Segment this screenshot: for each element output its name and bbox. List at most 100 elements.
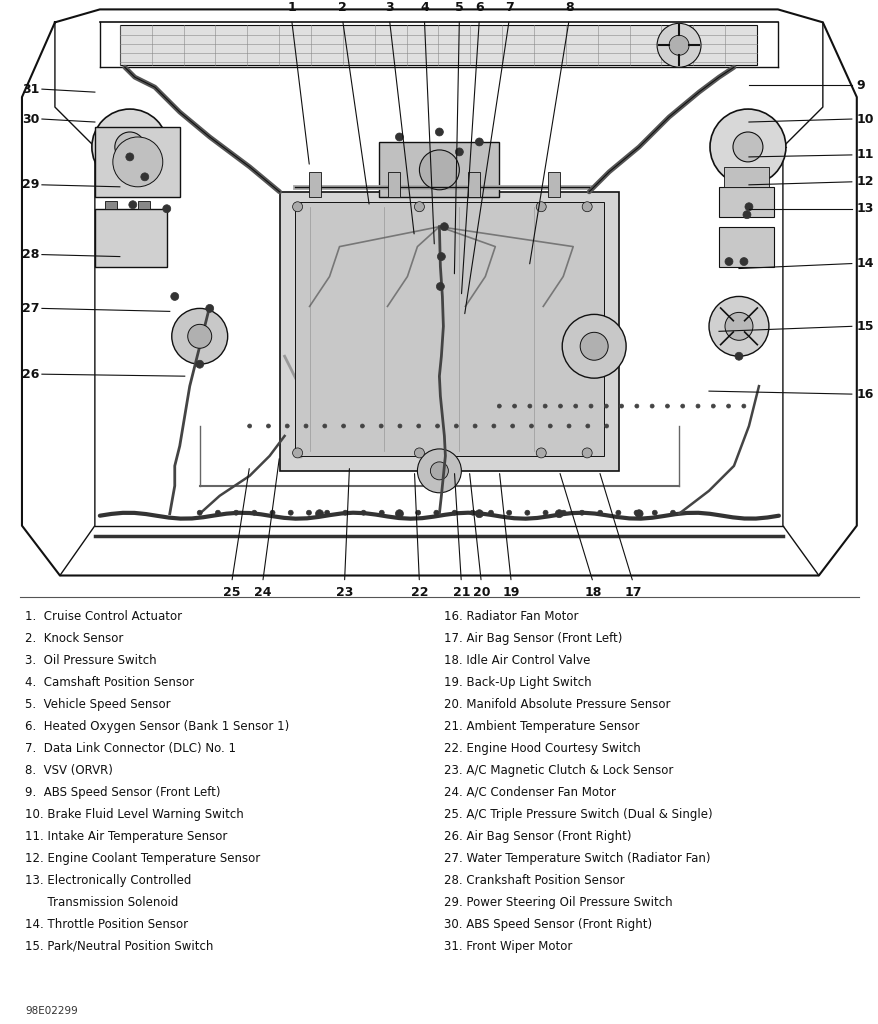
Circle shape bbox=[650, 404, 653, 409]
Circle shape bbox=[488, 510, 493, 515]
Text: 24. A/C Condenser Fan Motor: 24. A/C Condenser Fan Motor bbox=[444, 786, 615, 799]
Circle shape bbox=[633, 510, 638, 515]
Text: 12: 12 bbox=[856, 175, 874, 188]
Circle shape bbox=[709, 110, 785, 184]
Text: 4: 4 bbox=[420, 1, 428, 14]
Circle shape bbox=[536, 447, 545, 458]
Circle shape bbox=[205, 304, 213, 312]
Circle shape bbox=[315, 510, 323, 518]
Text: 1.  Cruise Control Actuator: 1. Cruise Control Actuator bbox=[25, 610, 182, 624]
Circle shape bbox=[524, 510, 529, 515]
Circle shape bbox=[417, 449, 461, 493]
Circle shape bbox=[419, 150, 459, 189]
Circle shape bbox=[397, 510, 402, 515]
Circle shape bbox=[197, 510, 202, 515]
Text: 10: 10 bbox=[856, 113, 874, 126]
Circle shape bbox=[129, 201, 137, 209]
Circle shape bbox=[579, 333, 608, 360]
Circle shape bbox=[726, 404, 730, 409]
Circle shape bbox=[558, 404, 562, 409]
Circle shape bbox=[435, 424, 439, 428]
Text: 5.  Vehicle Speed Sensor: 5. Vehicle Speed Sensor bbox=[25, 698, 170, 711]
Circle shape bbox=[395, 133, 403, 141]
Text: 25: 25 bbox=[223, 586, 241, 599]
Circle shape bbox=[668, 35, 688, 55]
Text: 27. Water Temperature Switch (Radiator Fan): 27. Water Temperature Switch (Radiator F… bbox=[444, 852, 710, 864]
Circle shape bbox=[416, 424, 421, 428]
Text: 9: 9 bbox=[856, 79, 865, 91]
Text: Transmission Solenoid: Transmission Solenoid bbox=[25, 896, 178, 908]
Circle shape bbox=[635, 510, 643, 518]
Text: 8: 8 bbox=[565, 1, 572, 14]
Circle shape bbox=[361, 510, 365, 515]
Circle shape bbox=[566, 424, 571, 428]
Bar bbox=[95, 209, 167, 266]
Text: 26: 26 bbox=[22, 368, 40, 381]
Circle shape bbox=[360, 424, 364, 428]
Circle shape bbox=[470, 510, 475, 515]
Text: 8.  VSV (ORVR): 8. VSV (ORVR) bbox=[25, 764, 112, 777]
Circle shape bbox=[196, 360, 204, 369]
Text: 28. Crankshaft Position Sensor: 28. Crankshaft Position Sensor bbox=[444, 873, 624, 887]
Text: 24: 24 bbox=[254, 586, 271, 599]
Bar bbox=[718, 226, 773, 266]
Circle shape bbox=[162, 205, 170, 213]
Text: 15. Park/Neutral Position Switch: 15. Park/Neutral Position Switch bbox=[25, 940, 213, 952]
Text: 20. Manifold Absolute Pressure Sensor: 20. Manifold Absolute Pressure Sensor bbox=[444, 698, 670, 711]
Text: 26. Air Bag Sensor (Front Right): 26. Air Bag Sensor (Front Right) bbox=[444, 829, 631, 843]
Text: 5: 5 bbox=[455, 1, 464, 14]
Circle shape bbox=[585, 424, 589, 428]
Circle shape bbox=[414, 202, 424, 212]
Text: 29. Power Steering Oil Pressure Switch: 29. Power Steering Oil Pressure Switch bbox=[444, 896, 673, 908]
Circle shape bbox=[437, 253, 445, 260]
Circle shape bbox=[695, 404, 699, 409]
Circle shape bbox=[588, 404, 593, 409]
Circle shape bbox=[497, 404, 500, 409]
Text: 2.  Knock Sensor: 2. Knock Sensor bbox=[25, 633, 123, 645]
Text: 11. Intake Air Temperature Sensor: 11. Intake Air Temperature Sensor bbox=[25, 829, 227, 843]
Circle shape bbox=[324, 510, 329, 515]
Text: 13: 13 bbox=[856, 202, 874, 215]
Circle shape bbox=[472, 424, 477, 428]
Circle shape bbox=[543, 404, 546, 409]
Bar bbox=[119, 26, 756, 66]
Bar bbox=[279, 191, 618, 471]
Text: 20: 20 bbox=[472, 586, 490, 599]
Circle shape bbox=[475, 510, 483, 518]
Circle shape bbox=[378, 424, 383, 428]
Circle shape bbox=[170, 293, 178, 300]
Circle shape bbox=[475, 138, 483, 146]
Circle shape bbox=[414, 447, 424, 458]
Circle shape bbox=[665, 404, 669, 409]
Text: 21. Ambient Temperature Sensor: 21. Ambient Temperature Sensor bbox=[444, 720, 639, 733]
Text: 7.  Data Link Connector (DLC) No. 1: 7. Data Link Connector (DLC) No. 1 bbox=[25, 742, 235, 755]
Circle shape bbox=[248, 424, 251, 428]
Circle shape bbox=[724, 312, 752, 340]
Circle shape bbox=[342, 424, 345, 428]
Text: 6: 6 bbox=[474, 1, 483, 14]
Circle shape bbox=[112, 137, 162, 186]
Text: 14: 14 bbox=[856, 257, 874, 270]
Text: 30. ABS Speed Sensor (Front Right): 30. ABS Speed Sensor (Front Right) bbox=[444, 918, 651, 931]
Bar bbox=[548, 172, 559, 197]
Text: 10. Brake Fluid Level Warning Switch: 10. Brake Fluid Level Warning Switch bbox=[25, 808, 243, 821]
Circle shape bbox=[739, 258, 747, 265]
Text: 31: 31 bbox=[22, 83, 40, 95]
Circle shape bbox=[292, 202, 302, 212]
Circle shape bbox=[251, 510, 256, 515]
Circle shape bbox=[234, 510, 238, 515]
Circle shape bbox=[266, 424, 270, 428]
Circle shape bbox=[506, 510, 511, 515]
Text: 1: 1 bbox=[287, 1, 296, 14]
Circle shape bbox=[378, 510, 384, 515]
Circle shape bbox=[732, 132, 762, 162]
Circle shape bbox=[710, 404, 715, 409]
Text: 14. Throttle Position Sensor: 14. Throttle Position Sensor bbox=[25, 918, 188, 931]
Circle shape bbox=[342, 510, 348, 515]
Circle shape bbox=[512, 404, 516, 409]
Circle shape bbox=[536, 202, 545, 212]
Circle shape bbox=[543, 510, 548, 515]
Text: 23. A/C Magnetic Clutch & Lock Sensor: 23. A/C Magnetic Clutch & Lock Sensor bbox=[444, 764, 673, 777]
Text: 11: 11 bbox=[856, 148, 874, 162]
Bar bbox=[468, 172, 479, 197]
